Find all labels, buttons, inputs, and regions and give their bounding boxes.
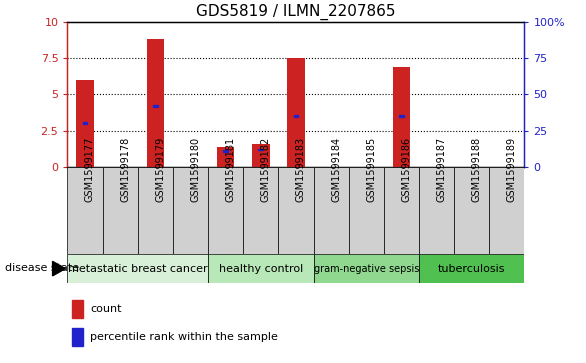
Text: metastatic breast cancer: metastatic breast cancer bbox=[68, 264, 207, 274]
Text: GSM1599187: GSM1599187 bbox=[437, 137, 447, 202]
Bar bbox=[217, 147, 234, 167]
Text: GSM1599177: GSM1599177 bbox=[85, 137, 95, 202]
Bar bbox=[393, 67, 410, 167]
Bar bbox=[314, 254, 419, 283]
Bar bbox=[294, 115, 298, 117]
Bar bbox=[258, 148, 263, 151]
Polygon shape bbox=[53, 261, 66, 276]
Text: GSM1599180: GSM1599180 bbox=[190, 137, 200, 202]
Bar bbox=[153, 105, 158, 107]
Bar bbox=[314, 167, 349, 254]
Bar bbox=[76, 80, 94, 167]
Bar bbox=[72, 328, 83, 346]
Text: GSM1599188: GSM1599188 bbox=[472, 137, 482, 202]
Bar bbox=[384, 167, 419, 254]
Bar bbox=[67, 167, 103, 254]
Title: GDS5819 / ILMN_2207865: GDS5819 / ILMN_2207865 bbox=[196, 4, 396, 20]
Text: GSM1599189: GSM1599189 bbox=[507, 137, 517, 202]
Text: tuberculosis: tuberculosis bbox=[438, 264, 506, 274]
Text: GSM1599179: GSM1599179 bbox=[155, 137, 165, 202]
Bar bbox=[67, 254, 208, 283]
Text: disease state: disease state bbox=[5, 263, 80, 273]
Bar bbox=[223, 150, 228, 152]
Bar bbox=[72, 299, 83, 318]
Text: GSM1599184: GSM1599184 bbox=[331, 137, 341, 202]
Bar bbox=[252, 144, 270, 167]
Bar bbox=[419, 167, 454, 254]
Bar bbox=[208, 167, 243, 254]
Text: percentile rank within the sample: percentile rank within the sample bbox=[90, 333, 278, 342]
Text: GSM1599183: GSM1599183 bbox=[296, 137, 306, 202]
Text: gram-negative sepsis: gram-negative sepsis bbox=[314, 264, 419, 274]
Bar bbox=[454, 167, 489, 254]
Bar bbox=[103, 167, 138, 254]
Text: GSM1599186: GSM1599186 bbox=[401, 137, 411, 202]
Text: GSM1599178: GSM1599178 bbox=[120, 137, 130, 202]
Bar bbox=[399, 115, 404, 117]
Bar bbox=[173, 167, 208, 254]
Bar bbox=[146, 39, 164, 167]
Text: GSM1599181: GSM1599181 bbox=[226, 137, 236, 202]
Bar bbox=[419, 254, 524, 283]
Bar bbox=[243, 167, 278, 254]
Bar bbox=[287, 58, 305, 167]
Bar bbox=[349, 167, 384, 254]
Text: GSM1599185: GSM1599185 bbox=[366, 137, 376, 202]
Bar bbox=[138, 167, 173, 254]
Text: count: count bbox=[90, 304, 122, 314]
Bar bbox=[83, 122, 87, 125]
Bar bbox=[489, 167, 524, 254]
Text: healthy control: healthy control bbox=[219, 264, 303, 274]
Text: GSM1599182: GSM1599182 bbox=[261, 137, 271, 202]
Bar bbox=[278, 167, 314, 254]
Bar bbox=[208, 254, 314, 283]
